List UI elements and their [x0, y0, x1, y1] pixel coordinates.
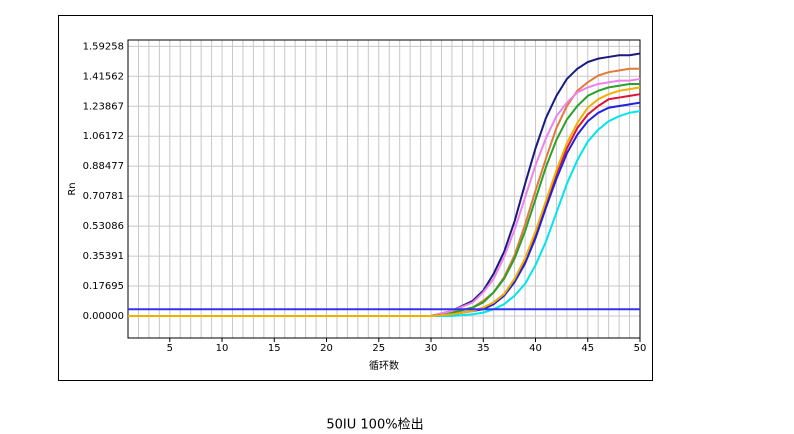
x-tick-label: 5 — [167, 343, 173, 354]
y-axis-label: Rn — [67, 182, 78, 195]
x-tick-label: 35 — [477, 343, 490, 354]
y-tick-label: 0.35391 — [83, 251, 124, 262]
y-tick-label: 1.59258 — [83, 41, 124, 52]
y-tick-label: 0.17695 — [83, 281, 124, 292]
x-tick-label: 40 — [529, 343, 542, 354]
x-tick-label: 20 — [320, 343, 333, 354]
x-tick-label: 45 — [581, 343, 594, 354]
y-tick-label: 0.88477 — [83, 161, 124, 172]
y-tick-label: 0.70781 — [83, 191, 124, 202]
x-tick-label: 30 — [425, 343, 438, 354]
y-tick-label: 1.23867 — [83, 101, 124, 112]
caption: 50IU 100%检出 — [326, 418, 423, 433]
x-axis-label: 循环数 — [369, 359, 399, 372]
y-tick-label: 1.06172 — [83, 131, 124, 142]
y-tick-label: 1.41562 — [83, 71, 124, 82]
y-tick-label: 0.00000 — [83, 311, 124, 322]
x-tick-label: 25 — [372, 343, 385, 354]
x-tick-label: 15 — [268, 343, 281, 354]
x-tick-label: 50 — [634, 343, 647, 354]
plot-border — [127, 39, 641, 339]
amplification-curve — [128, 86, 641, 317]
x-tick-label: 10 — [216, 343, 229, 354]
chart-frame — [58, 15, 653, 381]
y-tick-label: 0.53086 — [83, 221, 124, 232]
plot-area — [128, 40, 640, 338]
